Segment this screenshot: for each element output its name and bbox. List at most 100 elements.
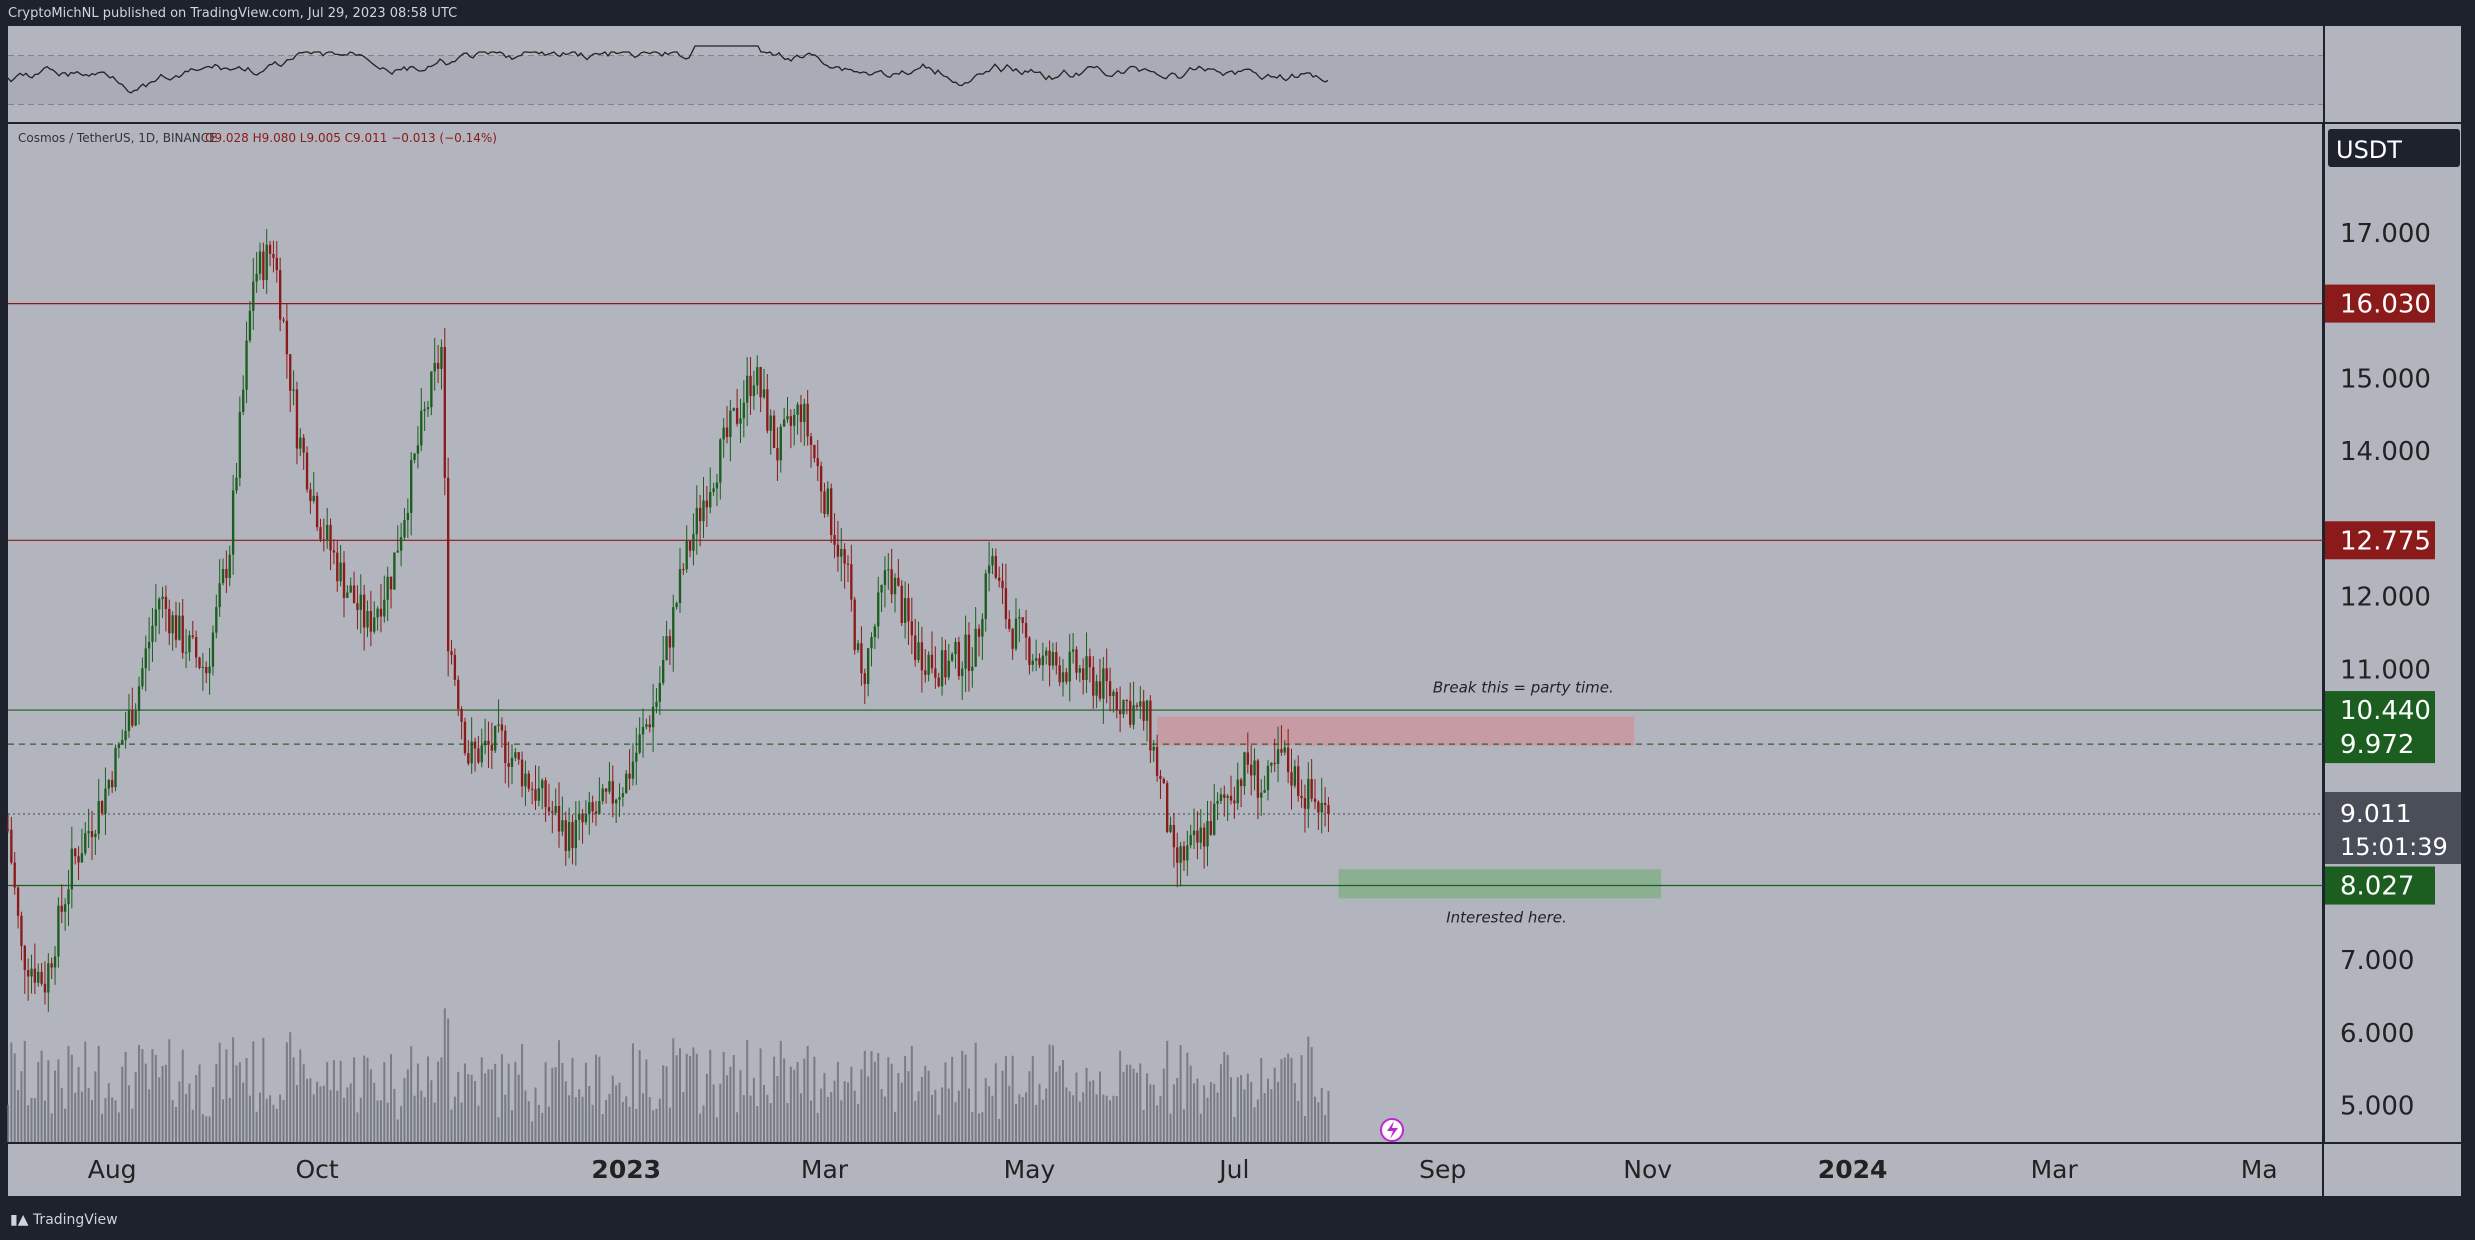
volume-bar <box>749 1095 752 1142</box>
candle <box>319 527 322 540</box>
candle <box>1011 628 1014 649</box>
candle <box>198 657 201 668</box>
volume-bar <box>642 1093 645 1142</box>
candle <box>1105 668 1108 682</box>
candle <box>211 632 215 667</box>
candle <box>924 670 927 675</box>
candle <box>910 621 914 636</box>
volume-bar <box>773 1056 776 1142</box>
volume-bar <box>188 1083 191 1142</box>
candle <box>67 889 70 905</box>
volume-bar <box>645 1059 648 1142</box>
volume-bar <box>1320 1087 1323 1142</box>
volume-bar <box>339 1060 342 1142</box>
volume-bar <box>1317 1102 1320 1142</box>
candle <box>1038 658 1041 666</box>
candle <box>410 459 413 513</box>
x-tick-label: Sep <box>1419 1155 1466 1184</box>
volume-bar <box>769 1103 772 1142</box>
candle <box>571 822 574 849</box>
currency-badge[interactable] <box>2328 129 2460 167</box>
candle <box>1179 846 1182 863</box>
candle <box>221 568 225 584</box>
volume-bar <box>292 1057 295 1142</box>
volume-bar <box>1263 1093 1266 1142</box>
volume-bar <box>178 1081 181 1142</box>
candle <box>208 666 211 674</box>
volume-bar <box>840 1100 843 1142</box>
volume-bar <box>1072 1095 1075 1142</box>
volume-bar <box>719 1083 722 1142</box>
candle <box>315 495 319 528</box>
x-tick-label: Ma <box>2241 1155 2278 1184</box>
candle <box>1216 800 1219 804</box>
candle <box>1068 651 1071 682</box>
volume-bar <box>806 1045 809 1142</box>
candle <box>1075 649 1078 673</box>
candle <box>53 956 57 968</box>
volume-bar <box>527 1101 530 1142</box>
volume-bar <box>497 1117 500 1142</box>
candle <box>1004 588 1008 620</box>
candle <box>1209 820 1213 835</box>
candle <box>897 577 900 586</box>
candle <box>641 726 645 735</box>
volume-bar <box>715 1117 718 1142</box>
volume-bar <box>920 1076 923 1142</box>
volume-bar <box>1112 1095 1115 1142</box>
candle <box>1051 652 1055 666</box>
volume-bar <box>168 1039 171 1142</box>
volume-bar <box>699 1113 702 1142</box>
volume-bar <box>652 1110 655 1142</box>
volume-bar <box>1001 1070 1004 1142</box>
y-tick-label: 14.000 <box>2340 437 2431 467</box>
candle <box>551 811 554 813</box>
candle <box>1320 802 1323 813</box>
volume-bar <box>544 1062 547 1142</box>
candle <box>426 407 430 410</box>
volume-bar <box>17 1090 20 1142</box>
volume-bar <box>141 1049 144 1142</box>
candle <box>100 801 104 814</box>
volume-bar <box>1283 1057 1286 1142</box>
volume-bar <box>961 1050 964 1142</box>
candle <box>1045 650 1048 656</box>
volume-bar <box>1051 1045 1054 1142</box>
candle <box>443 346 446 478</box>
volume-bar <box>1031 1056 1034 1142</box>
candle <box>547 807 551 812</box>
volume-bar <box>447 1018 450 1142</box>
candle <box>944 650 947 678</box>
candle <box>144 648 147 669</box>
volume-bar <box>299 1049 302 1142</box>
candle <box>534 789 537 801</box>
candle <box>188 635 191 653</box>
candle <box>389 576 393 590</box>
tradingview-icon: ▮▲ <box>10 1212 29 1228</box>
candle <box>937 677 940 687</box>
volume-bar <box>164 1064 167 1142</box>
candle <box>131 710 134 726</box>
volume-bar <box>1253 1107 1256 1142</box>
candle <box>934 668 937 678</box>
volume-bar <box>1139 1063 1142 1142</box>
candle <box>608 781 611 792</box>
candle <box>285 320 289 355</box>
candle <box>779 426 782 461</box>
candle <box>604 788 608 792</box>
candle <box>90 831 94 838</box>
volume-bar <box>537 1104 540 1142</box>
volume-bar <box>289 1032 292 1142</box>
volume-bar <box>598 1056 601 1142</box>
volume-bar <box>1310 1047 1313 1142</box>
candle <box>342 562 346 598</box>
candle <box>1313 798 1317 802</box>
candle <box>309 489 312 502</box>
candle <box>806 403 809 437</box>
candle <box>386 576 389 600</box>
y-tick-label: 15.000 <box>2340 365 2431 395</box>
volume-bar <box>1028 1071 1031 1142</box>
volume-bar <box>30 1098 33 1142</box>
candle <box>1270 762 1273 766</box>
volume-bar <box>222 1099 225 1142</box>
